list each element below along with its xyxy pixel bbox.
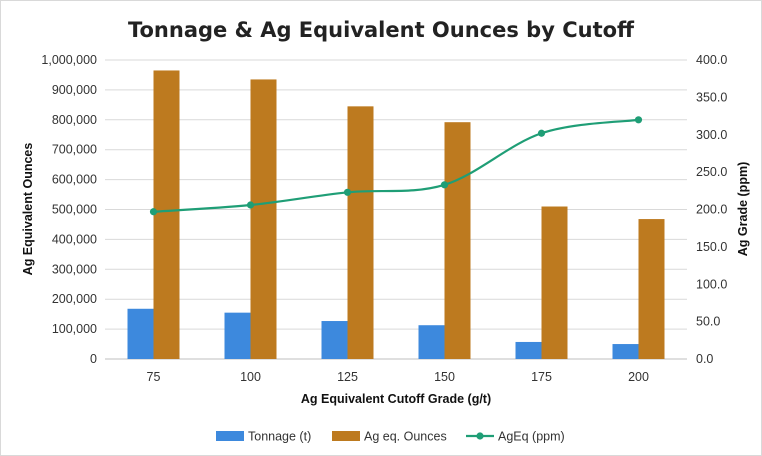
line-point (440, 181, 449, 189)
line-point (246, 201, 255, 209)
y-tick-label: 500,000 (52, 203, 97, 217)
line-point (634, 116, 643, 124)
bar (153, 70, 180, 359)
bar (541, 206, 568, 359)
bar-series (127, 70, 665, 359)
x-axis-ticks: 75 100 125 150 175 200 (147, 370, 649, 384)
y-tick-label: 1,000,000 (41, 53, 97, 67)
x-tick-label: 75 (147, 370, 161, 384)
x-tick-label: 125 (337, 370, 358, 384)
y-tick-label: 0 (90, 352, 97, 366)
x-axis-title: Ag Equivalent Cutoff Grade (g/t) (301, 392, 491, 406)
bar (418, 325, 445, 359)
left-axis-ticks: 0 100,000 200,000 300,000 400,000 500,000 600,… (41, 53, 97, 366)
y2-tick-label: 50.0 (696, 315, 720, 329)
y-tick-label: 700,000 (52, 143, 97, 157)
y2-tick-label: 100.0 (696, 277, 727, 291)
bar (127, 308, 154, 359)
y-tick-label: 400,000 (52, 232, 97, 246)
y-tick-label: 100,000 (52, 322, 97, 336)
chart-title: Tonnage & Ag Equivalent Ounces by Cutoff (128, 18, 635, 42)
y2-tick-label: 400.0 (696, 53, 727, 67)
legend-label: Ag eq. Ounces (364, 430, 447, 444)
line-point (537, 129, 546, 137)
legend-label: Tonnage (t) (248, 430, 311, 444)
legend: Tonnage (t) Ag eq. Ounces AgEq (ppm) (216, 430, 565, 444)
x-tick-label: 150 (434, 370, 455, 384)
bar (347, 106, 374, 359)
line-series (149, 116, 643, 216)
y2-tick-label: 250.0 (696, 165, 727, 179)
bar (250, 79, 277, 359)
right-axis-ticks: 0.0 50.0 100.0 150.0 200.0 250.0 300.0 350.0 400… (696, 53, 727, 366)
y2-tick-label: 350.0 (696, 90, 727, 104)
bar (444, 122, 471, 359)
bar (612, 344, 639, 359)
y-tick-label: 200,000 (52, 292, 97, 306)
y2-tick-label: 300.0 (696, 128, 727, 142)
legend-swatch (332, 431, 360, 441)
legend-label: AgEq (ppm) (498, 430, 565, 444)
y2-tick-label: 200.0 (696, 203, 727, 217)
y-tick-label: 600,000 (52, 173, 97, 187)
y-tick-label: 300,000 (52, 262, 97, 276)
x-tick-label: 175 (531, 370, 552, 384)
bar (515, 341, 542, 359)
bar (321, 321, 348, 359)
legend-swatch (216, 431, 244, 441)
y2-tick-label: 150.0 (696, 240, 727, 254)
y-axis-title: Ag Equivalent Ounces (21, 143, 35, 276)
legend-marker (476, 432, 484, 440)
y2-axis-title: Ag Grade (ppm) (736, 162, 750, 256)
series-line (153, 118, 639, 213)
x-tick-label: 200 (628, 370, 649, 384)
line-point (149, 208, 158, 216)
y2-tick-label: 0.0 (696, 352, 713, 366)
line-point (343, 188, 352, 196)
bar (638, 219, 665, 359)
bar (224, 312, 251, 359)
x-tick-label: 100 (240, 370, 261, 384)
y-tick-label: 900,000 (52, 83, 97, 97)
y-tick-label: 800,000 (52, 113, 97, 127)
